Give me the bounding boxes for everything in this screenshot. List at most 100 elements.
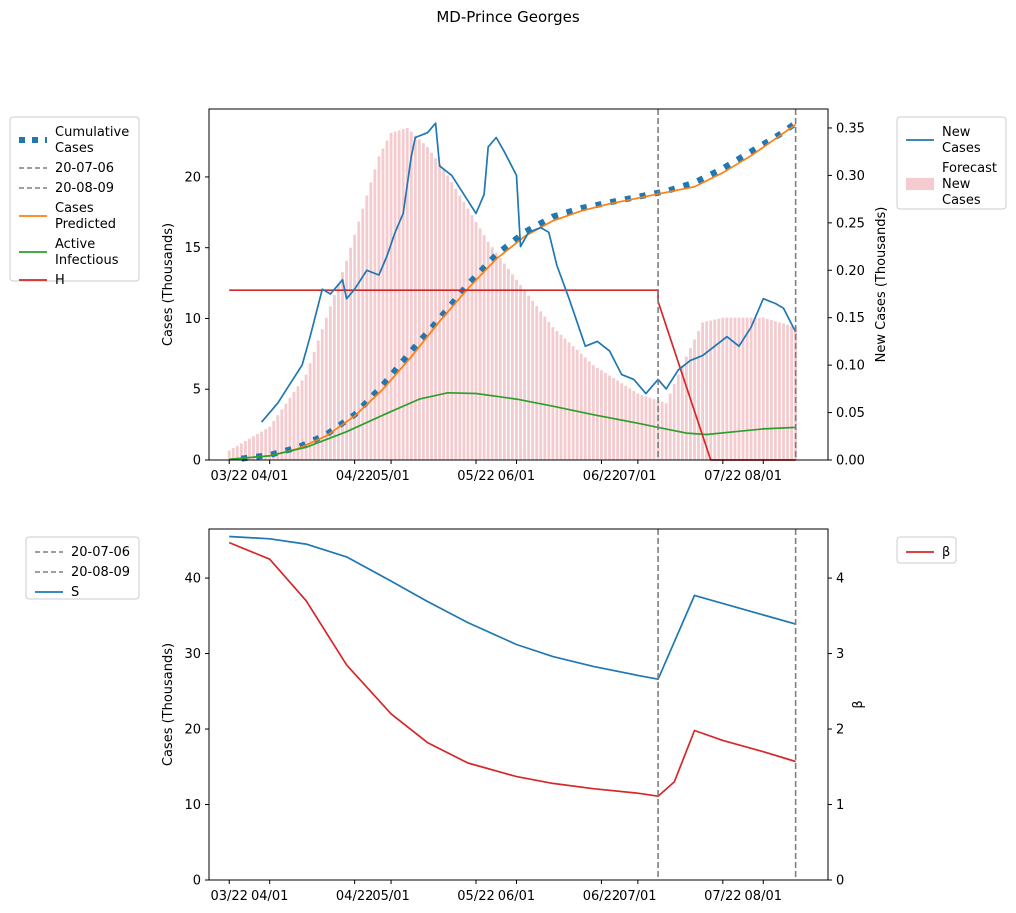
y-tick-label: 30 bbox=[184, 647, 201, 662]
forecast-bar bbox=[300, 380, 304, 460]
x-tick-label: 07/01 bbox=[619, 889, 656, 904]
axes-frame bbox=[208, 108, 829, 461]
legend-label: S bbox=[71, 585, 79, 600]
x-tick-label: 04/22 bbox=[336, 889, 373, 904]
forecast-bar bbox=[446, 175, 450, 461]
x-tick-label: 08/01 bbox=[745, 889, 782, 904]
y2-tick-label: 0.35 bbox=[836, 121, 865, 136]
forecast-bar bbox=[717, 318, 721, 460]
forecast-bar bbox=[519, 285, 522, 460]
forecast-bar bbox=[701, 322, 704, 460]
forecast-bar bbox=[316, 340, 320, 460]
legend-label: β bbox=[942, 545, 950, 560]
forecast-bar bbox=[539, 311, 543, 460]
forecast-bar bbox=[397, 130, 401, 460]
forecast-bar bbox=[543, 316, 547, 460]
x-tick-label: 04/22 bbox=[336, 469, 373, 484]
forecast-bar bbox=[531, 300, 535, 460]
forecast-bar bbox=[571, 346, 575, 460]
forecast-bar bbox=[697, 330, 700, 460]
forecast-bar bbox=[458, 195, 462, 460]
y2-tick-label: 1 bbox=[836, 798, 844, 813]
forecast-bar bbox=[713, 319, 717, 460]
legend-left: CumulativeCases20-07-0620-08-09CasesPred… bbox=[9, 116, 140, 288]
series-active-infectious bbox=[229, 391, 796, 461]
y-tick-label: 20 bbox=[184, 170, 201, 185]
forecast-bar bbox=[616, 380, 620, 460]
forecast-bar bbox=[587, 361, 591, 460]
forecast-bar bbox=[337, 283, 340, 460]
forecast-bar bbox=[729, 317, 733, 460]
y2-tick-label: 2 bbox=[836, 723, 844, 738]
forecast-bar bbox=[227, 450, 231, 460]
legend-frame bbox=[9, 116, 140, 282]
y2-tick-label: 0 bbox=[836, 874, 844, 889]
y2-tick-label: 4 bbox=[836, 572, 844, 587]
legend-label: H bbox=[55, 273, 65, 288]
y2-tick-label: 0.15 bbox=[836, 311, 865, 326]
forecast-bar bbox=[579, 353, 583, 460]
forecast-bar bbox=[243, 441, 247, 460]
forecast-bar bbox=[438, 164, 442, 461]
forecast-bar bbox=[506, 268, 510, 460]
forecast-bar bbox=[320, 329, 324, 460]
forecast-bar bbox=[413, 135, 417, 460]
y-tick-label: 10 bbox=[184, 798, 201, 813]
y2-tick-label: 0.05 bbox=[836, 406, 865, 421]
legend-label: Infectious bbox=[55, 253, 119, 268]
forecast-bar bbox=[478, 228, 482, 460]
forecast-bar bbox=[231, 448, 235, 460]
forecast-bar bbox=[393, 131, 397, 461]
forecast-bar bbox=[328, 306, 332, 460]
forecast-bar bbox=[494, 252, 498, 460]
forecast-bar bbox=[640, 394, 644, 460]
legend-label: Cases bbox=[55, 141, 94, 156]
forecast-bar bbox=[725, 317, 729, 460]
forecast-bar bbox=[377, 156, 381, 460]
forecast-bar bbox=[357, 221, 361, 460]
y-tick-label: 15 bbox=[184, 241, 201, 256]
x-tick-label: 07/22 bbox=[704, 469, 741, 484]
forecast-bar bbox=[482, 235, 486, 460]
forecast-bar bbox=[373, 169, 377, 460]
forecast-bar bbox=[405, 127, 409, 461]
forecast-bar bbox=[422, 143, 425, 460]
legend-frame bbox=[896, 536, 957, 564]
forecast-bar bbox=[628, 388, 632, 460]
forecast-bar bbox=[486, 241, 490, 460]
forecast-bar bbox=[426, 146, 429, 460]
forecast-bar bbox=[648, 397, 652, 460]
legend-label: Cases bbox=[55, 201, 94, 216]
legend-swatch-forecast bbox=[906, 178, 934, 190]
forecast-bar bbox=[672, 384, 676, 460]
forecast-bar bbox=[551, 327, 555, 460]
forecast-bar bbox=[761, 317, 765, 460]
forecast-bar bbox=[308, 363, 312, 460]
forecast-bar bbox=[689, 348, 692, 460]
forecast-bar bbox=[389, 132, 393, 460]
y2-tick-label: 0.25 bbox=[836, 216, 865, 231]
forecast-bar bbox=[498, 258, 502, 460]
x-tick-label: 05/01 bbox=[372, 469, 409, 484]
forecast-bar bbox=[276, 415, 280, 460]
forecast-bar bbox=[786, 324, 789, 460]
figure-title: MD-Prince Georges bbox=[436, 8, 579, 26]
forecast-bar bbox=[292, 392, 296, 460]
x-tick-label: 03/22 bbox=[210, 889, 247, 904]
x-tick-label: 06/01 bbox=[498, 889, 535, 904]
forecast-bar bbox=[385, 140, 389, 460]
forecast-bar bbox=[430, 152, 433, 461]
forecast-bar bbox=[454, 188, 458, 460]
x-tick-label: 05/22 bbox=[457, 469, 494, 484]
forecast-bar bbox=[381, 148, 385, 460]
forecast-bar bbox=[600, 370, 603, 460]
y2-axis-label: New Cases (Thousands) bbox=[874, 207, 889, 363]
forecast-bar bbox=[345, 260, 348, 460]
forecast-bar bbox=[280, 409, 284, 460]
forecast-bar bbox=[333, 294, 336, 460]
forecast-bar bbox=[782, 323, 785, 460]
axes-frame bbox=[208, 528, 829, 881]
forecast-bar bbox=[369, 182, 373, 460]
